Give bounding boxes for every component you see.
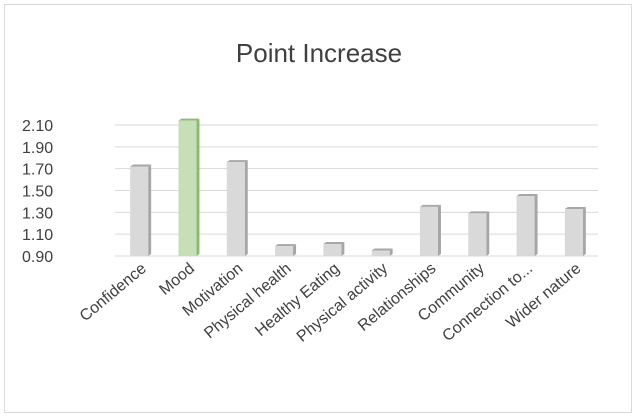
bars xyxy=(130,118,586,256)
bar xyxy=(419,204,441,256)
bar xyxy=(468,211,490,256)
y-axis-ticks: 0.90 1.10 1.30 1.50 1.70 1.90 2.10 xyxy=(22,118,53,266)
bar xyxy=(226,160,248,256)
y-tick-label: 1.10 xyxy=(22,227,53,244)
x-category-label: Mood xyxy=(156,260,198,299)
bar xyxy=(564,207,586,256)
x-category-label: Confidence xyxy=(77,260,150,325)
chart-title: Point Increase xyxy=(235,38,403,68)
x-category-label: Healthy Eating xyxy=(252,260,343,340)
y-tick-label: 1.90 xyxy=(22,140,53,157)
y-tick-label: 1.70 xyxy=(22,162,53,179)
y-tick-label: 2.10 xyxy=(22,118,53,135)
bar xyxy=(516,193,538,256)
y-tick-label: 0.90 xyxy=(22,249,53,266)
y-tick-label: 1.30 xyxy=(22,205,53,222)
bar xyxy=(178,118,200,256)
bar xyxy=(130,164,152,256)
x-category-label: Physical health xyxy=(201,260,294,342)
bar xyxy=(323,241,345,256)
bar xyxy=(275,244,297,256)
bar xyxy=(371,248,393,256)
y-tick-label: 1.50 xyxy=(22,184,53,201)
